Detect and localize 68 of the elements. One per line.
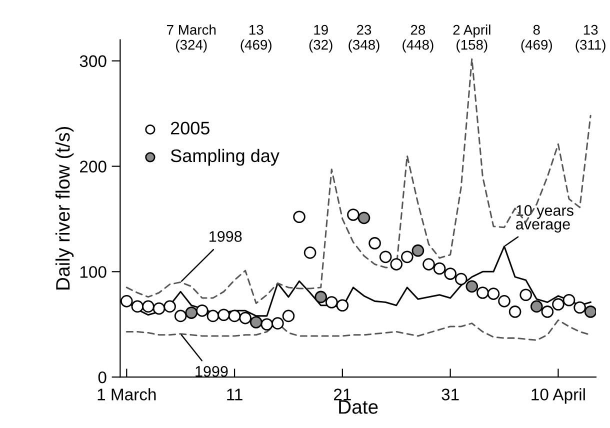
point	[358, 212, 370, 224]
point	[379, 250, 392, 264]
point	[454, 272, 468, 286]
y-tick-label: 300	[80, 55, 106, 68]
point	[401, 250, 414, 264]
point	[314, 290, 328, 304]
point	[336, 299, 349, 312]
line-series	[126, 58, 592, 304]
point	[433, 262, 446, 275]
legend-label: Sampling day	[170, 148, 280, 166]
point	[325, 296, 338, 308]
point	[412, 244, 424, 257]
y-tick-label: 100	[80, 266, 106, 278]
legend-label: 2005	[170, 122, 210, 134]
point	[368, 237, 381, 250]
point	[508, 306, 522, 318]
point	[131, 300, 144, 313]
point	[196, 304, 208, 317]
annotation: 19 (32)	[309, 24, 332, 52]
point	[541, 306, 554, 318]
x-tick-label: 21	[334, 388, 351, 400]
annotation: 23 (348)	[348, 24, 380, 52]
point	[142, 300, 154, 313]
point	[152, 302, 166, 315]
point	[120, 295, 133, 308]
point	[282, 310, 295, 322]
point	[164, 300, 176, 313]
series-label: 1998	[210, 231, 242, 242]
point	[250, 316, 262, 328]
point	[530, 300, 543, 313]
point	[228, 310, 241, 322]
point	[347, 208, 360, 221]
point	[444, 268, 456, 280]
point	[498, 295, 510, 308]
point	[562, 294, 576, 306]
point	[422, 258, 435, 270]
point	[552, 298, 564, 311]
series-label: 1999	[196, 366, 228, 377]
point	[218, 308, 230, 322]
point	[574, 301, 586, 314]
point	[520, 288, 532, 302]
y-axis-title: Daily river flow (t/s)	[55, 126, 74, 290]
point	[185, 306, 198, 319]
point	[390, 258, 403, 270]
point	[584, 306, 596, 318]
point	[476, 286, 489, 299]
x-tick-label: 10 April	[532, 388, 585, 404]
annotation: 13 (311)	[576, 24, 606, 52]
annotation: 28 (448)	[402, 24, 434, 52]
x-tick-label: 1 March	[98, 388, 156, 400]
y-tick-label: 200	[80, 160, 106, 172]
annotation: 8 (469)	[521, 24, 552, 52]
x-tick-label: 31	[442, 388, 459, 400]
point	[239, 312, 252, 324]
y-tick-label: 0	[98, 371, 106, 384]
annotation: 7 March (324)	[167, 24, 216, 52]
point	[304, 246, 316, 259]
point	[206, 310, 220, 322]
annotation: 13 (469)	[240, 24, 272, 52]
point	[487, 288, 500, 300]
x-tick-label: 11	[227, 388, 242, 400]
annotation: 2 April (158)	[453, 24, 490, 52]
point	[174, 310, 187, 322]
point	[466, 280, 478, 293]
point	[272, 317, 284, 330]
point	[260, 318, 274, 331]
x-axis-title: Date	[339, 400, 378, 414]
point	[293, 210, 306, 224]
